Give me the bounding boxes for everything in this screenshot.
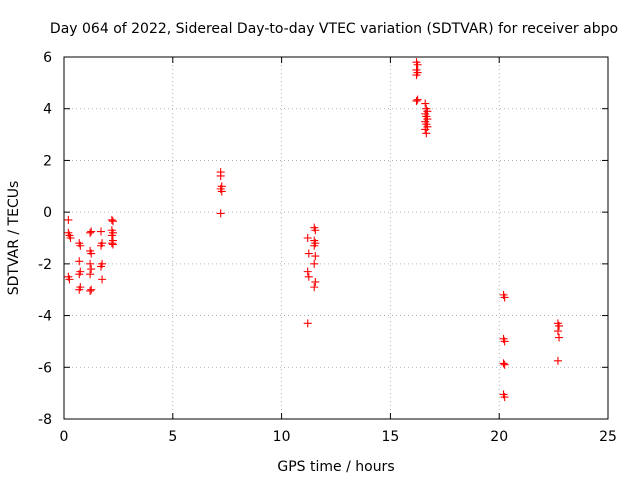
x-tick-label: 10 <box>273 429 291 445</box>
axis-ticks <box>63 56 609 420</box>
data-point <box>96 241 105 250</box>
data-point <box>86 287 95 296</box>
y-tick-label: -4 <box>38 309 52 325</box>
x-axis-label: GPS time / hours <box>277 459 394 475</box>
data-point <box>555 321 564 330</box>
data-point <box>303 234 312 242</box>
y-tick-label: 4 <box>43 102 52 118</box>
y-tick-labels: -8 -6 -4 -2 0 2 4 6 <box>38 50 52 428</box>
data-point <box>87 285 96 294</box>
data-point <box>500 337 509 346</box>
x-tick-labels: 0 5 10 15 20 25 <box>60 429 617 445</box>
data-point <box>216 171 225 180</box>
data-point <box>75 285 84 294</box>
data-point <box>216 209 225 218</box>
data-point <box>107 239 116 248</box>
data-point <box>86 259 95 268</box>
data-point <box>65 275 74 284</box>
data-point <box>108 217 117 226</box>
data-point <box>304 272 313 281</box>
data-point <box>87 249 96 258</box>
data-point <box>75 257 84 266</box>
data-point <box>64 215 73 224</box>
data-point <box>412 96 421 105</box>
data-point <box>86 270 95 279</box>
data-point <box>217 187 226 196</box>
y-tick-label: 0 <box>43 205 52 221</box>
data-point <box>98 275 107 284</box>
y-tick-label: -6 <box>38 360 52 376</box>
data-point <box>555 333 564 342</box>
data-point <box>553 327 562 336</box>
y-tick-label: -8 <box>38 412 52 428</box>
data-point <box>303 267 312 276</box>
data-points <box>64 58 564 402</box>
y-tick-label: 2 <box>43 153 52 169</box>
data-point <box>413 60 422 69</box>
data-point <box>107 231 116 240</box>
data-point <box>310 241 319 250</box>
data-point <box>87 265 96 274</box>
x-tick-label: 25 <box>599 429 617 445</box>
data-point <box>500 293 509 302</box>
data-point <box>421 125 430 134</box>
data-point <box>500 360 509 369</box>
data-point <box>108 240 117 249</box>
y-tick-label: 6 <box>43 50 52 66</box>
data-point <box>310 259 319 268</box>
data-point <box>422 129 431 138</box>
data-point <box>107 215 116 224</box>
data-point <box>87 227 96 236</box>
data-point <box>96 262 105 271</box>
data-point <box>500 393 509 402</box>
data-point <box>499 359 508 368</box>
y-axis-label: SDTVAR / TECUs <box>6 181 22 296</box>
data-point <box>413 95 422 104</box>
data-point <box>76 241 85 250</box>
data-point <box>304 249 313 258</box>
data-point <box>421 99 430 108</box>
data-point <box>303 319 312 328</box>
data-point <box>310 283 319 292</box>
data-point <box>412 71 421 80</box>
data-point <box>75 270 84 279</box>
data-point <box>311 277 320 286</box>
data-point <box>553 356 562 365</box>
x-tick-label: 5 <box>168 429 177 445</box>
data-point <box>66 234 75 242</box>
grid-lines <box>64 57 608 419</box>
y-tick-label: -2 <box>38 257 52 273</box>
chart-title: Day 064 of 2022, Sidereal Day-to-day VTE… <box>50 21 618 37</box>
plot-area-border <box>63 56 609 420</box>
x-tick-label: 20 <box>490 429 508 445</box>
x-tick-label: 0 <box>60 429 69 445</box>
data-point <box>311 226 320 235</box>
data-point <box>86 228 95 237</box>
data-point <box>96 227 105 236</box>
x-tick-label: 15 <box>381 429 399 445</box>
data-point <box>311 252 320 261</box>
